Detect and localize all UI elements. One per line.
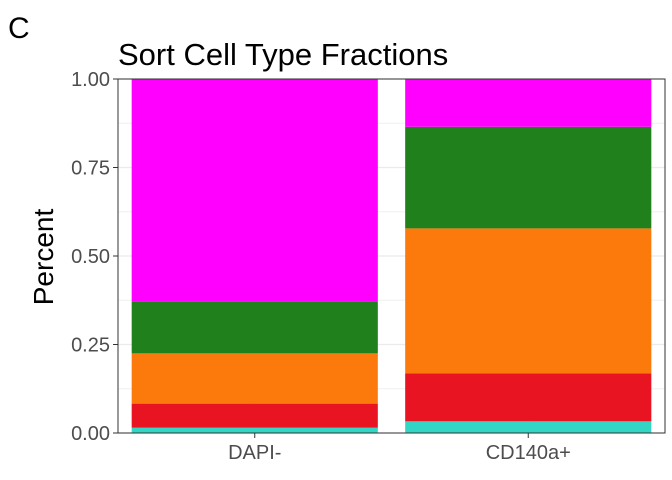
bar-segment-2 — [405, 373, 652, 422]
bar-segment-5 — [405, 79, 652, 127]
bar-segment-5 — [131, 79, 378, 302]
bar-segment-1 — [405, 421, 652, 433]
y-axis-title: Percent — [28, 209, 59, 306]
bar-segment-2 — [131, 403, 378, 428]
x-tick-label: CD140a+ — [486, 442, 571, 464]
bar-segment-4 — [131, 301, 378, 354]
bar-segment-1 — [131, 427, 378, 433]
x-axis: DAPI- CD140a+ — [228, 433, 571, 464]
bar-segment-3 — [405, 228, 652, 374]
panel-label: C — [8, 12, 30, 45]
x-tick-label: DAPI- — [228, 442, 281, 464]
chart-title: Sort Cell Type Fractions — [118, 37, 448, 72]
y-tick-label: 0.50 — [71, 246, 110, 268]
bar-segment-3 — [131, 353, 378, 404]
y-axis: 0.00 0.25 0.50 0.75 1.00 — [71, 69, 118, 445]
y-tick-label: 0.25 — [71, 335, 110, 357]
bars — [131, 79, 652, 433]
y-tick-label: 0.75 — [71, 158, 110, 180]
bar-segment-4 — [405, 126, 652, 229]
y-tick-label: 0.00 — [71, 423, 110, 445]
y-tick-label: 1.00 — [71, 69, 110, 91]
